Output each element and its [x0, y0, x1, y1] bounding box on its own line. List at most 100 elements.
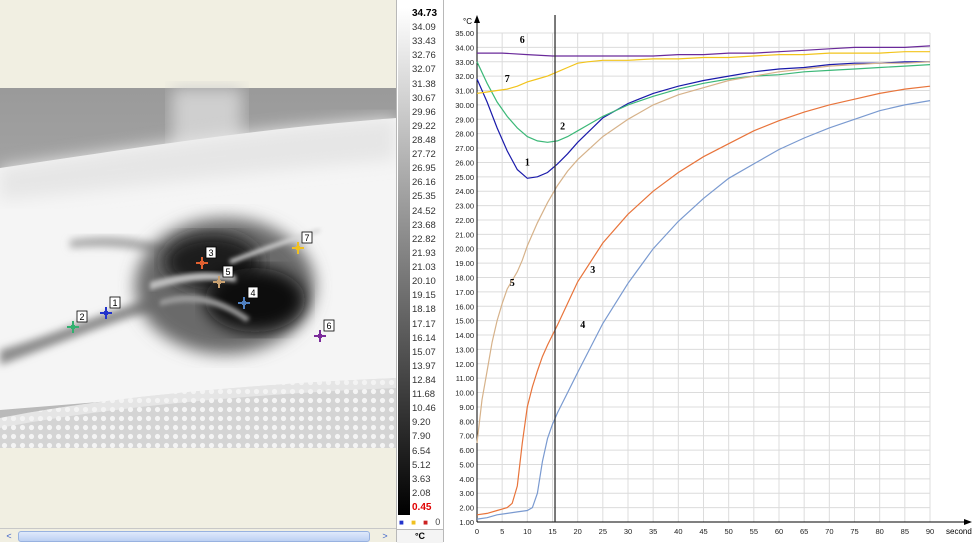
scroll-left-icon[interactable]: <	[6, 531, 12, 541]
series-label-4: 4	[580, 320, 585, 331]
x-unit-label: second	[946, 527, 972, 536]
color-scale-gradient	[398, 8, 410, 515]
y-tick-label: 15.00	[455, 317, 474, 326]
scale-tick-label: 18.18	[412, 304, 436, 316]
series-label-3: 3	[590, 265, 595, 276]
series-label-1: 1	[525, 157, 530, 168]
x-tick-label: 0	[475, 527, 479, 536]
scale-tick-label: 7.90	[412, 431, 431, 443]
scale-tick-label: 25.35	[412, 191, 436, 203]
marker-label: 2	[79, 312, 84, 322]
measurement-marker-2[interactable]: 2	[67, 310, 88, 333]
scale-tick-label: 21.03	[412, 262, 436, 274]
measurement-marker-4[interactable]: 4	[238, 286, 259, 309]
y-tick-label: 32.00	[455, 72, 474, 81]
marker-label: 3	[208, 248, 213, 258]
scale-tick-label: 29.22	[412, 120, 436, 132]
y-tick-label: 6.00	[459, 446, 474, 455]
x-tick-label: 20	[573, 527, 581, 536]
x-tick-label: 55	[750, 527, 758, 536]
color-indicators: ■ ■ ■ 0	[399, 517, 440, 527]
thermal-image-panel: 1 2 3 4 5 6 7 < >	[0, 0, 396, 542]
scrollbar-thumb[interactable]	[18, 531, 370, 542]
y-tick-label: 10.00	[455, 389, 474, 398]
y-tick-label: 24.00	[455, 187, 474, 196]
x-tick-label: 75	[850, 527, 858, 536]
x-tick-label: 50	[724, 527, 732, 536]
thermal-image: 1 2 3 4 5 6 7	[0, 0, 396, 448]
measurement-marker-5[interactable]: 5	[213, 265, 234, 288]
y-unit-label: °C	[463, 17, 472, 26]
series-label-2: 2	[560, 121, 565, 132]
y-tick-label: 26.00	[455, 158, 474, 167]
series-line-3	[476, 85, 931, 516]
scale-tick-label: 3.63	[412, 473, 431, 485]
scale-tick-label: 20.10	[412, 276, 436, 288]
x-tick-label: 15	[548, 527, 556, 536]
x-tick-label: 10	[523, 527, 531, 536]
series-line-5	[476, 61, 931, 443]
measurement-marker-6[interactable]: 6	[314, 319, 335, 342]
y-tick-label: 7.00	[459, 432, 474, 441]
scale-tick-label: 12.84	[412, 374, 436, 386]
series-label-7: 7	[505, 74, 510, 85]
y-tick-label: 16.00	[455, 302, 474, 311]
temperature-color-scale: 34.73 34.09 33.43 32.76 32.07 31.38 30.67 29.9…	[396, 0, 444, 543]
scale-tick-label: 28.48	[412, 135, 436, 147]
scale-tick-label: 32.76	[412, 50, 436, 62]
scale-tick-label: 31.38	[412, 78, 436, 90]
y-tick-label: 23.00	[455, 202, 474, 211]
scale-tick-label: 2.08	[412, 487, 431, 499]
series-line-6	[477, 45, 931, 57]
x-tick-label: 5	[500, 527, 504, 536]
y-tick-label: 12.00	[455, 360, 474, 369]
measurement-marker-3[interactable]: 3	[196, 246, 217, 269]
yellow-square-icon: ■	[411, 518, 416, 527]
marker-label: 1	[112, 298, 117, 308]
scale-tick-label: 22.82	[412, 233, 436, 245]
y-tick-label: 31.00	[455, 87, 474, 96]
y-tick-label: 1.00	[459, 518, 474, 527]
scale-tick-label: 15.07	[412, 346, 436, 358]
series-line-2	[476, 61, 931, 143]
scale-unit: °C	[397, 529, 443, 543]
scale-tick-label: 23.68	[412, 219, 436, 231]
scale-tick-label: 6.54	[412, 445, 431, 457]
temperature-line-chart: 1.00 2.00 3.00 4.00 5.00 6.00 7.00 8.00 9.00 10.0…	[455, 15, 972, 536]
series-line-7	[476, 51, 930, 94]
y-tick-label: 14.00	[455, 331, 474, 340]
x-tick-label: 90	[926, 527, 934, 536]
y-tick-label: 19.00	[455, 259, 474, 268]
x-tick-label: 35	[649, 527, 657, 536]
measurement-marker-1[interactable]: 1	[100, 296, 121, 319]
x-tick-label: 30	[624, 527, 632, 536]
marker-label: 7	[304, 233, 309, 243]
y-tick-label: 9.00	[459, 403, 474, 412]
measurement-marker-7[interactable]: 7	[292, 231, 313, 254]
scale-max-label: 34.73	[412, 8, 438, 19]
y-tick-label: 4.00	[459, 475, 474, 484]
x-tick-label: 40	[674, 527, 682, 536]
x-tick-label: 45	[699, 527, 707, 536]
horizontal-scrollbar[interactable]: < >	[0, 528, 396, 542]
scale-tick-label: 5.12	[412, 459, 431, 471]
scale-tick-label: 34.09	[412, 22, 436, 34]
y-tick-label: 2.00	[459, 504, 474, 513]
red-square-icon: ■	[423, 518, 428, 527]
x-tick-label: 65	[800, 527, 808, 536]
blue-square-icon: ■	[399, 518, 404, 527]
y-tick-label: 5.00	[459, 460, 474, 469]
scale-tick-label: 10.46	[412, 403, 436, 415]
y-tick-label: 20.00	[455, 245, 474, 254]
scroll-right-icon[interactable]: >	[382, 531, 388, 541]
y-tick-label: 8.00	[459, 417, 474, 426]
scale-tick-label: 17.17	[412, 318, 436, 330]
y-tick-label: 25.00	[455, 173, 474, 182]
y-tick-label: 33.00	[455, 58, 474, 67]
x-tick-label: 70	[825, 527, 833, 536]
y-tick-label: 29.00	[455, 115, 474, 124]
scale-tick-label: 9.20	[412, 417, 431, 429]
y-axis-arrow-icon	[474, 15, 480, 23]
x-axis-arrow-icon	[964, 519, 972, 525]
scale-tick-label: 11.68	[412, 389, 436, 401]
